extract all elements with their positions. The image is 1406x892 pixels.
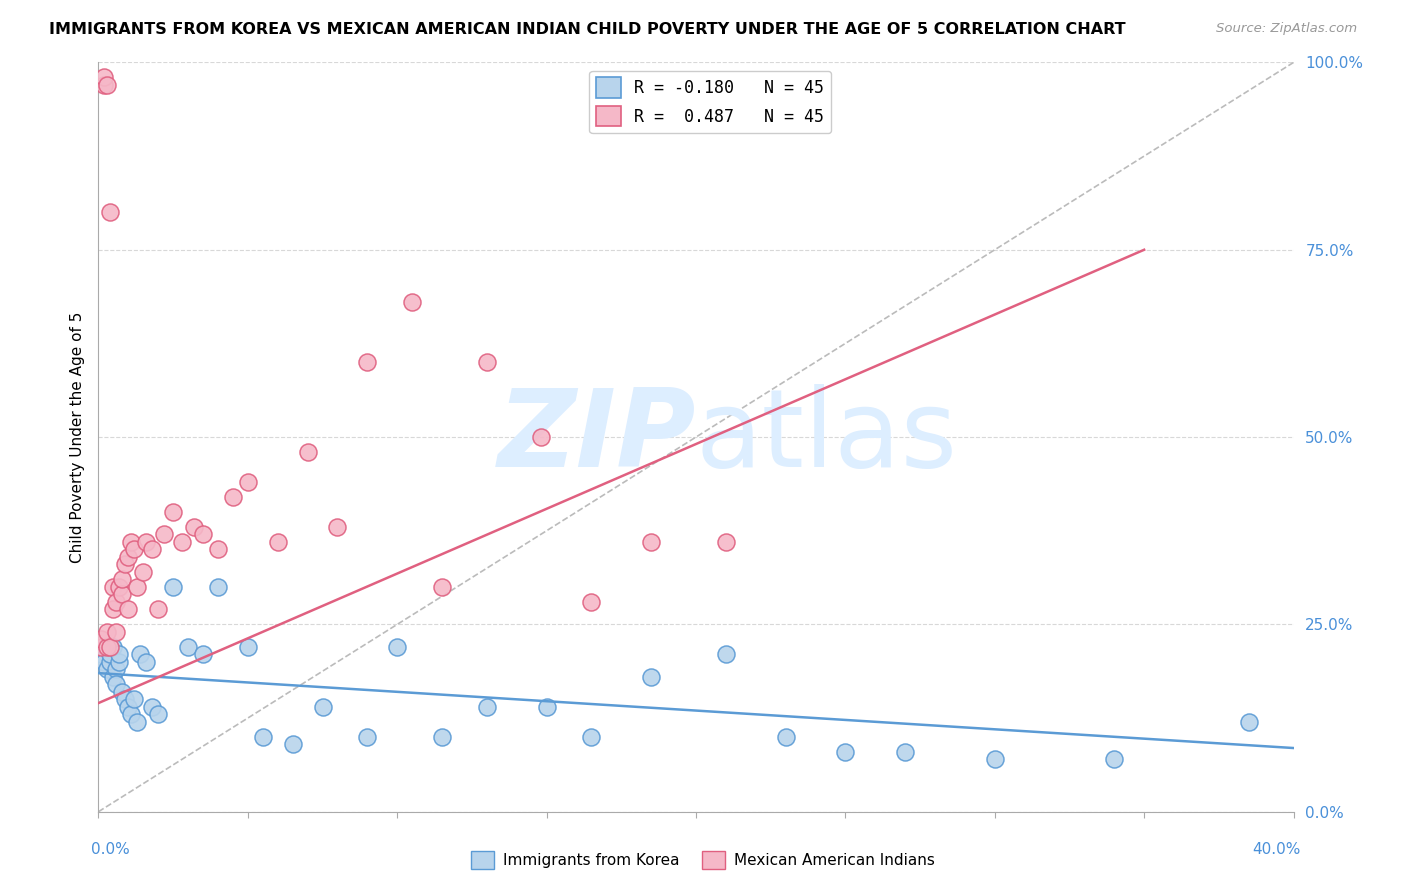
Point	[984, 752, 1007, 766]
Point	[148, 602, 170, 616]
Point	[90, 648, 112, 662]
Point	[103, 580, 125, 594]
Point	[581, 730, 603, 744]
Point	[207, 542, 229, 557]
Point	[1237, 714, 1260, 729]
Point	[640, 670, 662, 684]
Point	[96, 640, 118, 654]
Point	[111, 587, 134, 601]
Point	[834, 745, 856, 759]
Point	[162, 505, 184, 519]
Point	[120, 535, 142, 549]
Point	[90, 632, 112, 647]
Point	[98, 640, 122, 654]
Point	[141, 699, 163, 714]
Point	[114, 692, 136, 706]
Point	[775, 730, 797, 744]
Text: ZIP: ZIP	[498, 384, 696, 490]
Point	[236, 640, 259, 654]
Point	[132, 565, 155, 579]
Point	[191, 648, 214, 662]
Point	[356, 730, 378, 744]
Point	[124, 692, 146, 706]
Point	[105, 595, 128, 609]
Point	[93, 78, 115, 92]
Point	[93, 655, 115, 669]
Point	[117, 699, 139, 714]
Point	[108, 655, 131, 669]
Point	[117, 602, 139, 616]
Point	[103, 640, 125, 654]
Point	[252, 730, 274, 744]
Point	[105, 677, 128, 691]
Point	[96, 640, 118, 654]
Point	[356, 355, 378, 369]
Point	[124, 542, 146, 557]
Point	[207, 580, 229, 594]
Point	[714, 648, 737, 662]
Point	[111, 573, 134, 587]
Point	[430, 730, 453, 744]
Point	[236, 475, 259, 489]
Point	[135, 655, 157, 669]
Point	[191, 527, 214, 541]
Point	[141, 542, 163, 557]
Point	[98, 655, 122, 669]
Point	[401, 295, 423, 310]
Point	[105, 624, 128, 639]
Point	[267, 535, 290, 549]
Point	[96, 78, 118, 92]
Point	[311, 699, 333, 714]
Point	[93, 70, 115, 85]
Point	[108, 648, 131, 662]
Text: 0.0%: 0.0%	[91, 842, 131, 857]
Text: atlas: atlas	[696, 384, 957, 490]
Point	[536, 699, 558, 714]
Point	[430, 580, 453, 594]
Point	[281, 737, 304, 751]
Point	[1104, 752, 1126, 766]
Point	[105, 662, 128, 676]
Point	[98, 205, 122, 219]
Point	[117, 549, 139, 564]
Point	[127, 714, 149, 729]
Point	[475, 355, 498, 369]
Point	[93, 640, 115, 654]
Point	[172, 535, 194, 549]
Text: Source: ZipAtlas.com: Source: ZipAtlas.com	[1216, 22, 1357, 36]
Point	[385, 640, 409, 654]
Legend: R = -0.180   N = 45, R =  0.487   N = 45: R = -0.180 N = 45, R = 0.487 N = 45	[589, 70, 831, 133]
Point	[222, 490, 245, 504]
Point	[148, 707, 170, 722]
Point	[129, 648, 152, 662]
Text: 40.0%: 40.0%	[1253, 842, 1301, 857]
Point	[326, 520, 349, 534]
Point	[103, 602, 125, 616]
Point	[90, 640, 112, 654]
Point	[114, 558, 136, 572]
Point	[127, 580, 149, 594]
Text: IMMIGRANTS FROM KOREA VS MEXICAN AMERICAN INDIAN CHILD POVERTY UNDER THE AGE OF : IMMIGRANTS FROM KOREA VS MEXICAN AMERICA…	[49, 22, 1126, 37]
Point	[475, 699, 498, 714]
Point	[96, 624, 118, 639]
Point	[581, 595, 603, 609]
Point	[530, 430, 553, 444]
Point	[153, 527, 176, 541]
Point	[120, 707, 142, 722]
Point	[297, 445, 319, 459]
Point	[714, 535, 737, 549]
Point	[135, 535, 157, 549]
Legend: Immigrants from Korea, Mexican American Indians: Immigrants from Korea, Mexican American …	[464, 845, 942, 875]
Point	[640, 535, 662, 549]
Point	[103, 670, 125, 684]
Point	[183, 520, 205, 534]
Point	[894, 745, 917, 759]
Point	[98, 648, 122, 662]
Point	[96, 662, 118, 676]
Point	[177, 640, 200, 654]
Point	[111, 685, 134, 699]
Point	[108, 580, 131, 594]
Y-axis label: Child Poverty Under the Age of 5: Child Poverty Under the Age of 5	[69, 311, 84, 563]
Point	[162, 580, 184, 594]
